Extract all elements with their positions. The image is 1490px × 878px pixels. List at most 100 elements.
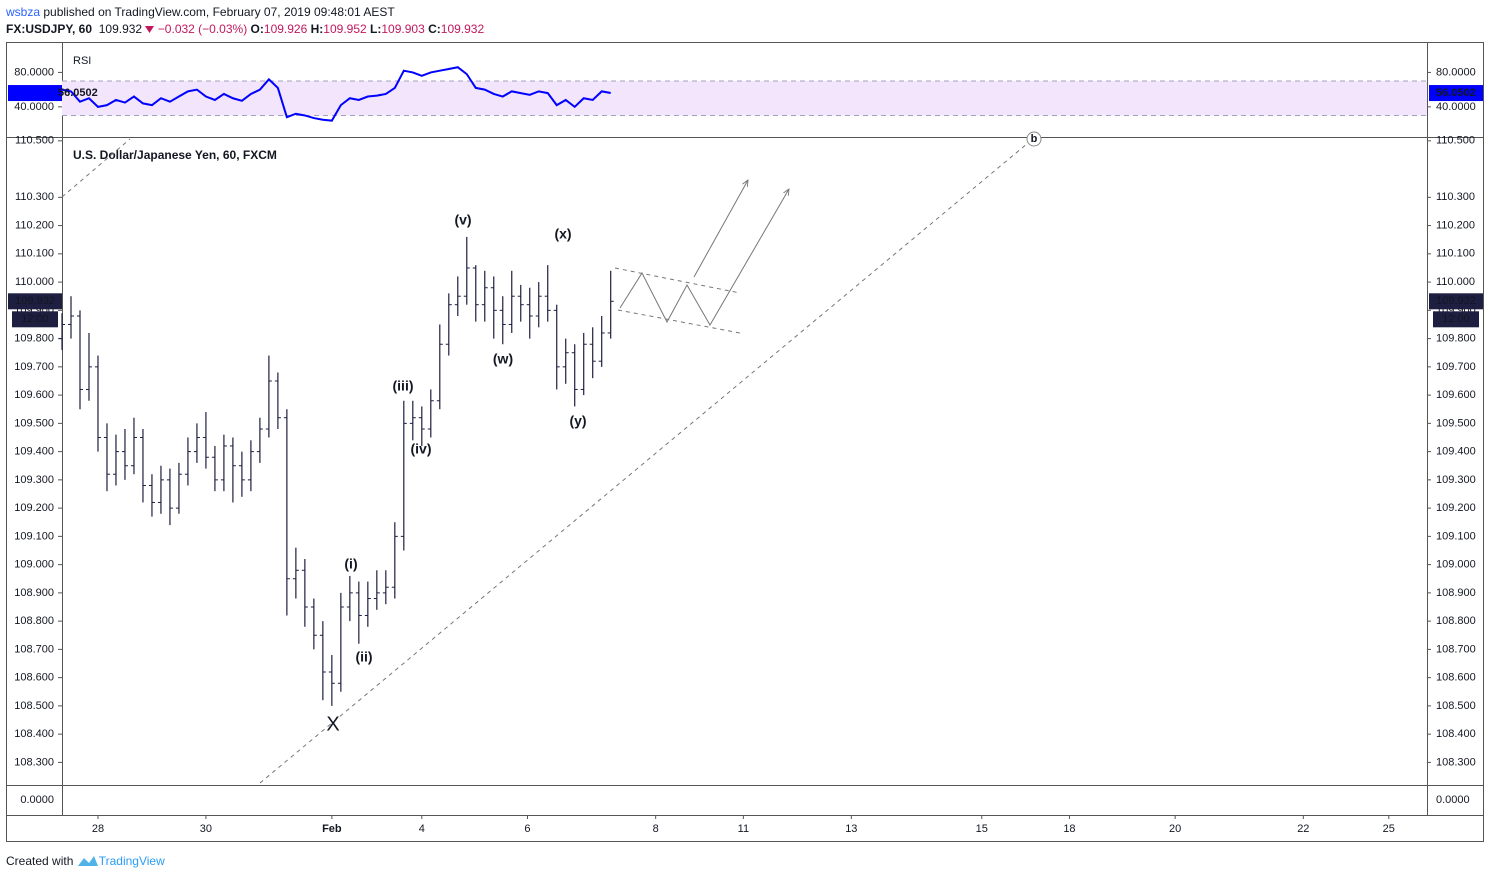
ohlc-bar <box>211 445 218 492</box>
channel-line <box>614 267 741 294</box>
ohlc-bar <box>157 465 164 514</box>
ohlc-bar <box>463 236 470 305</box>
rsi-line <box>61 66 611 122</box>
ohlc-bar <box>337 592 344 692</box>
wave-label: (v) <box>454 212 471 228</box>
ohlc-bar <box>409 400 416 441</box>
y-tick-label: 110.200 <box>1436 219 1475 231</box>
y-tick-label: 109.400 <box>1436 446 1476 458</box>
ohlc-bar <box>229 437 236 503</box>
y-tick-label: 109.500 <box>1436 417 1476 429</box>
projection-path <box>693 180 748 278</box>
logo <box>77 856 98 866</box>
y-tick-label: 110.500 <box>15 135 54 147</box>
y-tick-label: 109.700 <box>1436 361 1476 373</box>
wave-circle <box>1026 131 1042 147</box>
drawings <box>61 131 1042 784</box>
wave-label: (y) <box>569 413 586 429</box>
ohlc-bar <box>139 429 146 503</box>
author[interactable]: wsbza <box>6 5 41 19</box>
rsi-tag-label: 56.0502 <box>1436 87 1476 99</box>
ohlc-bar <box>589 327 596 379</box>
price-tag-label: 109.932 <box>1436 295 1476 307</box>
y-tick-label: 109.000 <box>14 559 54 571</box>
wave-label: (i) <box>344 556 357 572</box>
ohlc-bar <box>427 389 434 438</box>
x-tick-label: 30 <box>200 823 212 835</box>
y-tick-label: 108.800 <box>14 615 54 627</box>
down-arrow <box>145 26 155 33</box>
y-tick-label: 40.0000 <box>14 101 54 113</box>
time-tag <box>12 311 58 328</box>
ohlc-bar <box>274 372 281 430</box>
footer: Created with TradingView <box>6 852 165 868</box>
y-tick-label: 109.100 <box>1436 530 1476 542</box>
ohlc-bar <box>607 270 614 339</box>
y-tick-label: 110.500 <box>1436 135 1475 147</box>
y-tick-label: 109.800 <box>1436 333 1476 345</box>
ohlc-bar <box>598 315 605 367</box>
ohlc-bar <box>59 313 65 350</box>
ohlc-bar <box>238 451 245 497</box>
x-tick-label: Feb <box>322 823 342 835</box>
brand[interactable]: TradingView <box>98 854 165 868</box>
y-tick-label: 108.500 <box>1436 700 1476 712</box>
wave-label: b <box>1031 133 1038 145</box>
y-tick-label: 110.200 <box>15 219 54 231</box>
low: 109.903 <box>381 22 425 36</box>
ohlc-bar <box>364 581 371 627</box>
ohlc-bar <box>472 265 479 322</box>
y-tick-label: 110.300 <box>15 191 54 203</box>
c-label: C: <box>428 22 441 36</box>
published: published on TradingView.com, February 0… <box>43 5 395 19</box>
x-tick-label: 6 <box>524 823 530 835</box>
ohlc-bar <box>103 423 110 492</box>
ohlc-bar <box>94 355 101 452</box>
ohlc-bar <box>166 468 173 526</box>
y-tick-label: 108.700 <box>1436 643 1476 655</box>
y-tick-label: 108.300 <box>1436 756 1476 768</box>
change: −0.032 (−0.03%) <box>157 22 248 36</box>
y-tick-label: 109.300 <box>14 474 54 486</box>
ohlc-bar <box>526 287 533 339</box>
y-tick-label: 0.0000 <box>20 794 54 806</box>
y-tick-label: 0.0000 <box>1436 794 1470 806</box>
ohlc-bar <box>292 547 299 599</box>
ohlc-bar <box>508 270 515 333</box>
price-tag-label: 109.932 <box>15 295 55 307</box>
ohlc-bar <box>346 575 353 622</box>
ohlc-bar <box>580 332 587 396</box>
ohlc-bar <box>517 284 524 322</box>
x-tick-label: 25 <box>1383 823 1395 835</box>
close: 109.932 <box>440 22 485 36</box>
ohlc-bar <box>193 423 200 463</box>
ohlc-bar <box>202 412 209 469</box>
ohlc-bar <box>400 400 407 551</box>
y-tick-label: 110.100 <box>15 248 54 260</box>
ohlc-bar <box>85 332 92 401</box>
y-tick-label: 108.600 <box>1436 672 1476 684</box>
ohlc-bar <box>373 570 380 610</box>
trend-line <box>259 142 1029 784</box>
frame <box>6 42 1484 842</box>
x-tick-label: 15 <box>976 823 988 835</box>
ohlc-bar <box>247 440 254 492</box>
y-tick-label: 108.900 <box>1436 587 1476 599</box>
ohlc-bar <box>436 324 443 410</box>
ohlc-bar <box>328 655 335 706</box>
ohlc-bar <box>112 434 119 486</box>
ohlc-bar <box>445 293 452 356</box>
ohlc-bar <box>175 462 182 514</box>
y-tick-label: 108.800 <box>1436 615 1476 627</box>
ohlc-bar <box>121 429 128 480</box>
ohlc-bar <box>553 304 560 390</box>
time-tag-label: 12:00 <box>1442 313 1470 325</box>
ohlc-bar <box>481 270 488 322</box>
ohlc-bar <box>499 296 506 345</box>
wave-label: (w) <box>493 351 513 367</box>
ohlc-bar <box>76 310 83 410</box>
open: 109.926 <box>263 22 308 36</box>
rsi-tag <box>1429 85 1483 102</box>
y-tick-label: 110.000 <box>15 276 54 288</box>
y-tick-label: 108.600 <box>14 672 54 684</box>
